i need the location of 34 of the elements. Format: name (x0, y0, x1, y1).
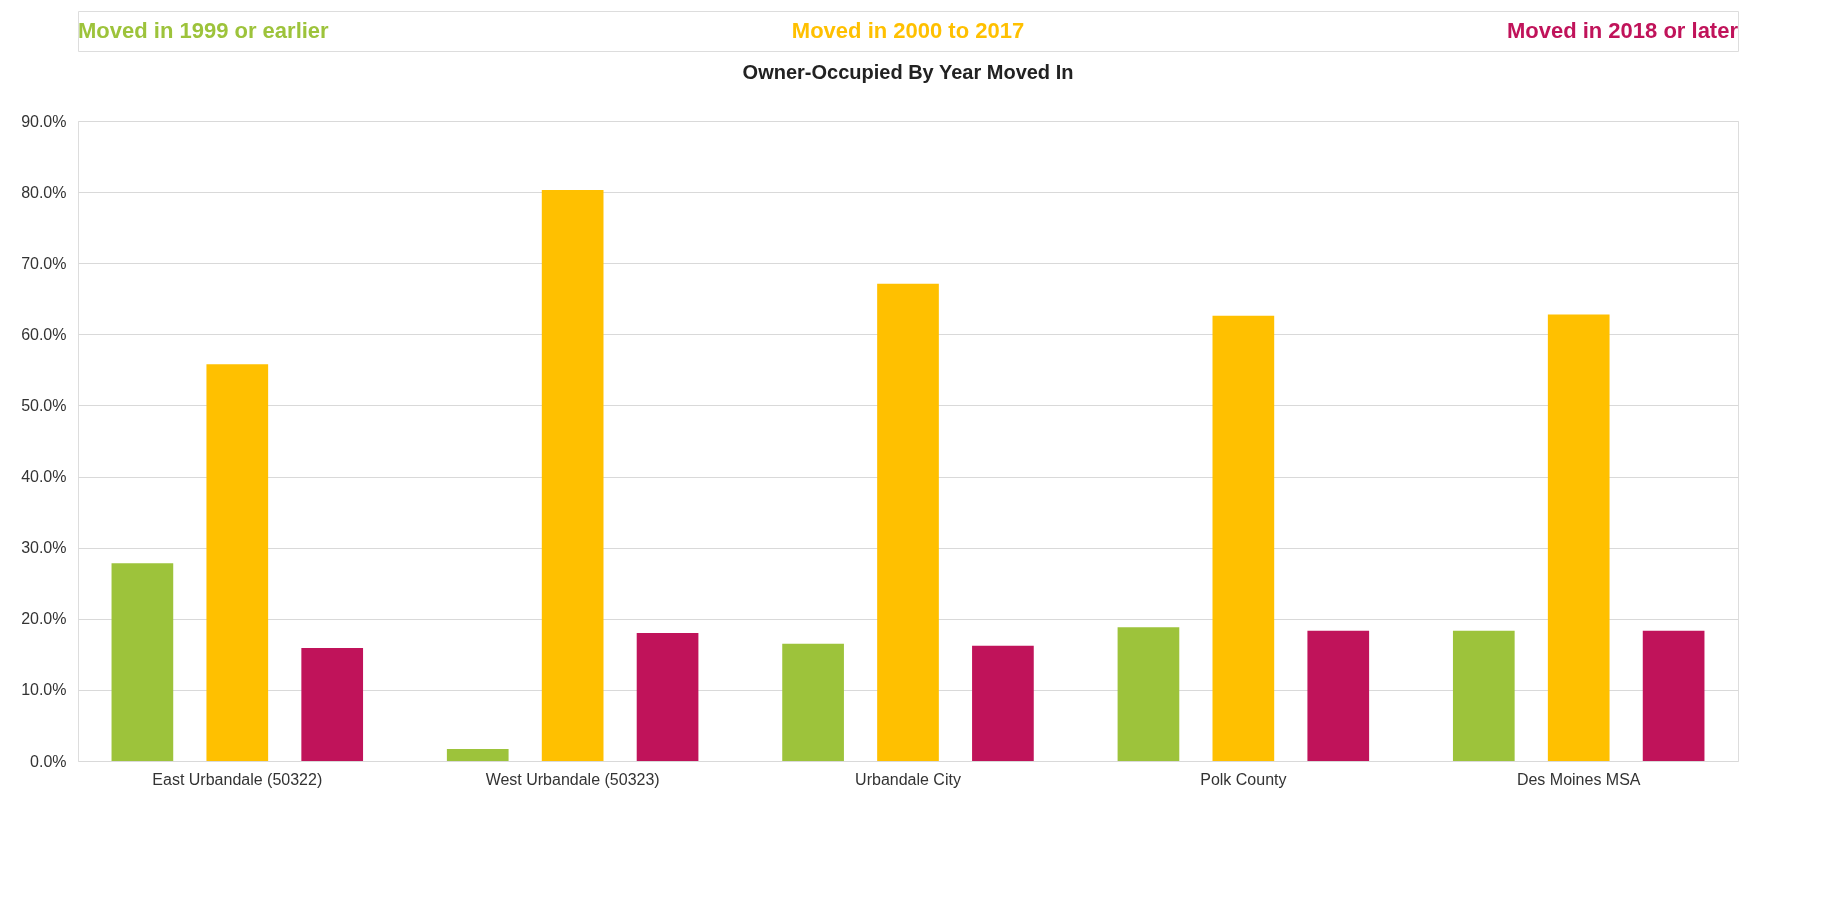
bar (1212, 315, 1275, 761)
y-tick-label: 10.0% (21, 681, 67, 699)
y-tick-label: 80.0% (21, 183, 67, 201)
y-tick-label: 50.0% (21, 396, 67, 414)
bar (1642, 630, 1705, 761)
text: Moved in 2000 to 2017 (791, 18, 1025, 43)
bar (206, 364, 269, 761)
x-tick-label: Des Moines MSA (1516, 770, 1641, 788)
y-tick-label: 20.0% (21, 610, 67, 628)
text: Moved in 1999 or earlier (78, 18, 330, 43)
bar (1452, 630, 1515, 761)
bar (301, 647, 364, 761)
x-tick-label: Polk County (1200, 770, 1287, 788)
bar (541, 189, 604, 761)
bar (636, 633, 699, 761)
bar (877, 283, 939, 761)
y-tick-label: 60.0% (21, 325, 67, 343)
bar (111, 563, 174, 761)
y-tick-label: 40.0% (21, 468, 67, 486)
bar (972, 645, 1034, 761)
bar (1307, 630, 1370, 761)
y-tick-label: 0.0% (30, 752, 67, 770)
x-tick-label: West Urbandale (50323) (485, 770, 660, 788)
x-tick-label: Urbandale City (855, 770, 961, 788)
chart-title: Owner-Occupied By Year Moved In (742, 61, 1074, 83)
y-tick-label: 90.0% (21, 112, 67, 130)
text: Moved in 2018 or later (1506, 18, 1739, 43)
bar (1117, 627, 1180, 761)
bar (782, 643, 844, 761)
y-tick-label: 70.0% (21, 254, 67, 272)
y-tick-label: 30.0% (21, 539, 67, 557)
bar (446, 748, 509, 761)
x-tick-label: East Urbandale (50322) (152, 770, 323, 788)
bar (1547, 314, 1610, 761)
